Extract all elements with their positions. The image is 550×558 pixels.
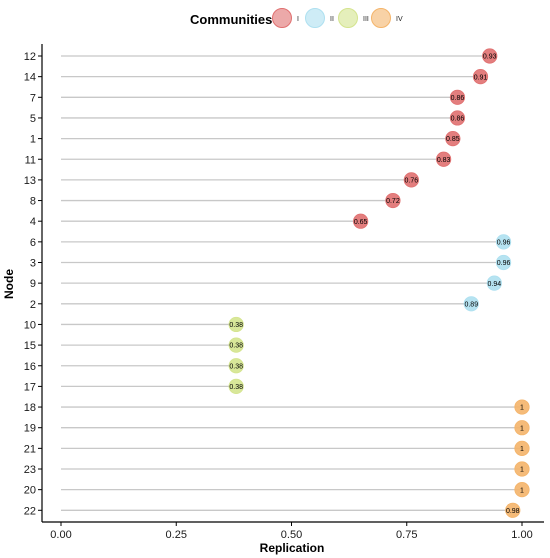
data-label-node-23: 1: [520, 467, 524, 474]
data-label-node-6: 0.96: [497, 239, 511, 246]
y-tick-label: 1: [30, 134, 36, 146]
x-axis: 0.00 0.25 0.50 0.75 1.00: [42, 521, 544, 541]
dot-node-14: [472, 69, 489, 85]
y-tick-label: 5: [30, 113, 36, 125]
y-tick-label: 8: [30, 196, 36, 208]
y-tick-label: 10: [24, 319, 36, 331]
y-tick-label: 14: [24, 72, 36, 84]
legend-title: Communities: [190, 12, 272, 27]
data-label-node-10: 0.38: [229, 322, 243, 329]
y-tick-label: 20: [24, 485, 36, 497]
y-tick-label: 11: [25, 154, 36, 166]
x-tick-label: 0.75: [396, 529, 417, 541]
dot-node-5: [449, 110, 466, 126]
data-label-node-17: 0.38: [229, 384, 243, 391]
dot-node-20: [514, 482, 530, 498]
dot-node-22: [505, 502, 521, 518]
data-label-node-13: 0.76: [405, 178, 419, 185]
y-tick-label: 19: [24, 423, 36, 435]
legend-key-II: [305, 8, 325, 28]
y-tick-label: 7: [30, 92, 36, 104]
x-tick-label: 0.25: [166, 529, 187, 541]
dot-node-2: [463, 296, 479, 312]
y-axis-title: Node: [2, 269, 16, 299]
y-tick-label: 21: [24, 443, 36, 455]
lollipop-dots: 0.93 0.91 0.86 0.86 0.85 0.83 0.76 0.72 0.65 0.96…: [228, 48, 530, 518]
dot-node-12: [482, 48, 498, 64]
dot-node-17: [228, 378, 244, 394]
legend-key-I: [272, 8, 292, 28]
dot-node-3: [495, 254, 512, 271]
data-label-node-4: 0.65: [354, 219, 368, 226]
data-label-node-5: 0.86: [451, 116, 465, 123]
data-label-node-11: 0.83: [437, 157, 451, 164]
data-label-node-8: 0.72: [386, 198, 400, 205]
data-label-node-15: 0.38: [229, 343, 243, 350]
dot-node-15: [228, 337, 244, 353]
legend-label-II: II: [330, 16, 334, 23]
legend-key-IV: [371, 8, 391, 28]
y-tick-label: 13: [24, 175, 36, 187]
data-label-node-21: 1: [520, 446, 524, 453]
legend-label-IV: IV: [396, 16, 403, 23]
dot-node-11: [436, 151, 452, 167]
lollipop-stems: [61, 55, 522, 511]
legend-label-III: III: [363, 16, 369, 23]
y-tick-label: 3: [30, 258, 36, 270]
dot-node-18: [514, 399, 530, 415]
y-tick-label: 12: [24, 51, 36, 63]
x-axis-title: Replication: [260, 541, 325, 555]
dot-node-9: [486, 275, 502, 291]
x-tick-label: 0.50: [281, 529, 302, 541]
dot-node-1: [445, 131, 461, 147]
y-tick-label: 15: [24, 340, 36, 352]
data-label-node-14: 0.91: [474, 74, 488, 81]
y-tick-label: 17: [24, 381, 36, 393]
data-label-node-12: 0.93: [483, 54, 497, 61]
legend: Communities I II III IV: [190, 8, 403, 28]
y-tick-label: 18: [24, 402, 36, 414]
data-label-node-2: 0.89: [464, 301, 478, 308]
data-label-node-19: 1: [520, 425, 524, 432]
dot-node-7: [449, 89, 466, 105]
data-label-node-16: 0.38: [229, 363, 243, 370]
x-tick-label: 1.00: [511, 529, 532, 541]
dot-node-23: [514, 461, 530, 477]
data-label-node-3: 0.96: [497, 260, 511, 267]
y-tick-label: 22: [24, 505, 36, 517]
dot-node-19: [514, 420, 530, 436]
y-tick-label: 23: [24, 464, 36, 476]
dot-node-21: [514, 440, 530, 456]
data-label-node-20: 1: [520, 487, 524, 494]
y-tick-label: 16: [24, 361, 36, 373]
legend-label-I: I: [297, 16, 299, 23]
y-tick-label: 6: [30, 237, 36, 249]
data-label-node-7: 0.86: [451, 95, 465, 102]
dot-node-16: [228, 358, 244, 374]
data-label-node-1: 0.85: [446, 136, 460, 143]
data-label-node-22: 0.98: [506, 508, 520, 515]
dot-node-6: [495, 234, 512, 250]
y-tick-label: 4: [30, 216, 36, 228]
dot-node-10: [228, 316, 244, 333]
dot-node-8: [385, 192, 401, 209]
x-tick-label: 0.00: [50, 529, 71, 541]
y-tick-label: 9: [30, 278, 36, 290]
y-tick-label: 2: [30, 299, 36, 311]
dot-node-4: [353, 213, 369, 229]
data-label-node-18: 1: [520, 405, 524, 412]
legend-key-III: [338, 8, 358, 28]
dot-node-13: [403, 172, 419, 188]
data-label-node-9: 0.94: [488, 281, 502, 288]
